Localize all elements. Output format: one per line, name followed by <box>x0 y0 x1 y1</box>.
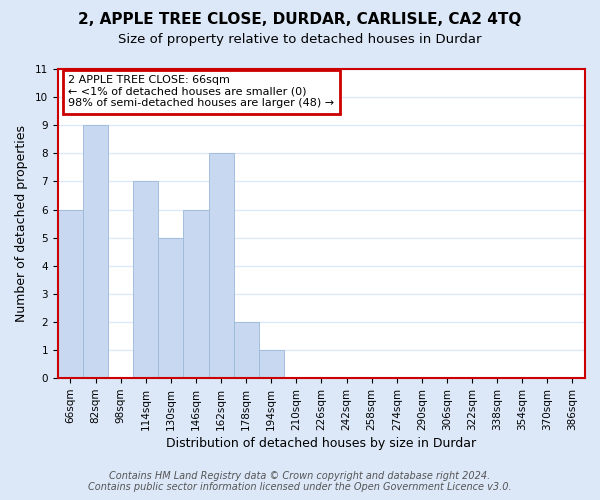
Bar <box>83 125 108 378</box>
Text: 2, APPLE TREE CLOSE, DURDAR, CARLISLE, CA2 4TQ: 2, APPLE TREE CLOSE, DURDAR, CARLISLE, C… <box>79 12 521 28</box>
Bar <box>233 322 259 378</box>
Bar <box>184 210 209 378</box>
Text: Contains HM Land Registry data © Crown copyright and database right 2024.
Contai: Contains HM Land Registry data © Crown c… <box>88 471 512 492</box>
Text: Size of property relative to detached houses in Durdar: Size of property relative to detached ho… <box>118 32 482 46</box>
X-axis label: Distribution of detached houses by size in Durdar: Distribution of detached houses by size … <box>166 437 476 450</box>
Bar <box>133 182 158 378</box>
Bar <box>158 238 184 378</box>
Bar <box>209 154 233 378</box>
Bar <box>58 210 83 378</box>
Text: 2 APPLE TREE CLOSE: 66sqm
← <1% of detached houses are smaller (0)
98% of semi-d: 2 APPLE TREE CLOSE: 66sqm ← <1% of detac… <box>68 75 335 108</box>
Y-axis label: Number of detached properties: Number of detached properties <box>15 125 28 322</box>
Bar <box>259 350 284 378</box>
